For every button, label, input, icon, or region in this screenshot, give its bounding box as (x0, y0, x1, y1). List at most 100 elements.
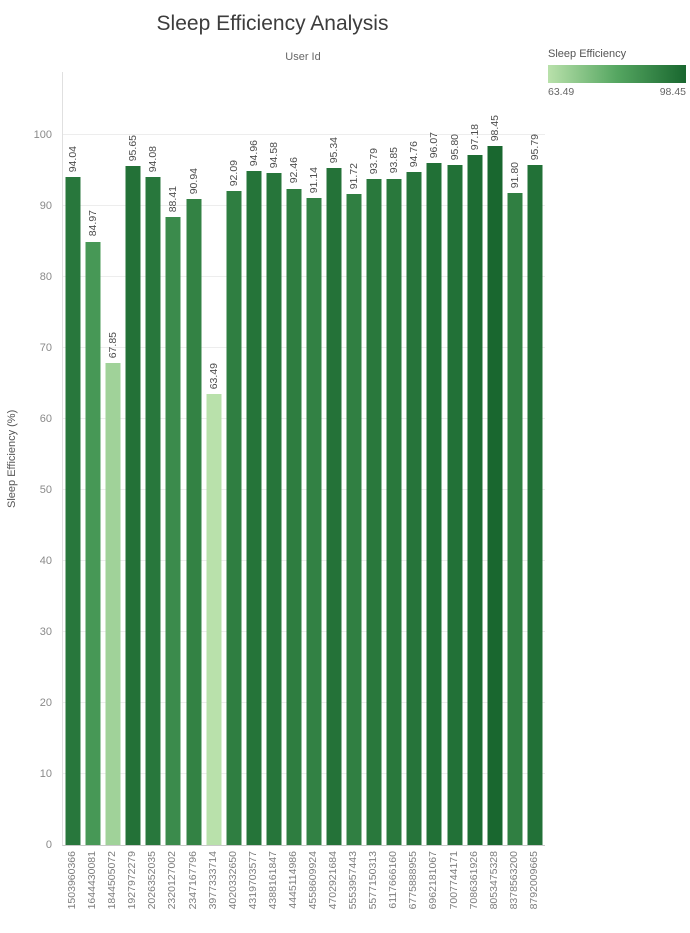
gridline (63, 773, 545, 774)
bar-6117666160[interactable] (386, 178, 402, 845)
x-tick: 6775888955 (403, 849, 423, 909)
x-tick: 3977333714 (203, 849, 223, 909)
bar-value-label: 95.80 (448, 133, 461, 160)
x-tick: 5553957443 (343, 849, 363, 909)
x-tick-label: 4319703577 (246, 851, 259, 910)
bar-slot: 92.09 (224, 72, 244, 845)
bar-4020332650[interactable] (226, 191, 242, 845)
bar-slot: 94.96 (244, 72, 264, 845)
bar-value-label: 92.09 (227, 159, 240, 187)
bar-1927972279[interactable] (125, 165, 141, 845)
legend-gradient-bar (548, 65, 686, 83)
bar-slot: 95.80 (444, 72, 464, 845)
y-tick-label: 60 (39, 413, 52, 425)
x-tick-label: 8378563200 (507, 851, 520, 910)
bar-value-label: 98.45 (488, 114, 501, 142)
bar-value-label: 90.94 (187, 168, 200, 195)
y-axis-ticks: 0 10 20 30 40 50 60 70 80 90 100 (0, 72, 52, 851)
y-tick-label: 80 (39, 271, 52, 283)
x-tick: 4445114986 (283, 849, 303, 909)
bar-slot: 98.45 (485, 72, 505, 845)
gridline (63, 489, 545, 490)
bar-value-label: 94.58 (267, 142, 280, 169)
bar-1844505072[interactable] (105, 363, 121, 845)
x-tick-label: 4558609924 (306, 851, 319, 910)
x-tick: 1927972279 (122, 849, 142, 909)
bar-value-label: 94.96 (247, 139, 260, 166)
x-tick-label: 6962181067 (427, 851, 440, 910)
y-tick-label: 30 (39, 626, 52, 638)
x-tick-label: 8053475328 (487, 851, 500, 910)
y-tick-label: 20 (39, 697, 52, 709)
bar-2026352035[interactable] (145, 177, 161, 845)
bar-slot: 95.65 (123, 72, 143, 845)
bar-4558609924[interactable] (306, 197, 322, 845)
x-tick-label: 1927972279 (126, 851, 139, 910)
bar-1644430081[interactable] (85, 241, 101, 845)
bar-value-label: 93.85 (388, 147, 401, 174)
x-tick: 8792009665 (524, 849, 544, 909)
x-tick-label: 1503960366 (66, 851, 79, 910)
bar-slot: 95.79 (525, 72, 545, 845)
x-tick-label: 5553957443 (347, 851, 360, 910)
bar-value-label: 95.65 (127, 134, 140, 161)
bar-slot: 94.04 (63, 72, 83, 845)
bar-slot: 94.76 (404, 72, 424, 845)
bar-4702921684[interactable] (326, 168, 342, 845)
bar-value-label: 91.80 (508, 161, 521, 189)
bar-slot: 92.46 (284, 72, 304, 845)
y-tick-label: 40 (39, 555, 52, 567)
bar-6775888955[interactable] (406, 172, 422, 845)
bar-value-label: 95.34 (328, 136, 341, 164)
bar-2347167796[interactable] (186, 199, 201, 845)
bar-value-label: 97.18 (468, 123, 481, 151)
bars-container: 94.04 84.97 67.85 95.65 94.08 88.41 90.94 63.49… (63, 72, 545, 845)
bar-8792009665[interactable] (527, 164, 543, 845)
y-tick-label: 0 (45, 839, 52, 851)
bar-value-label: 88.41 (167, 186, 180, 213)
bar-value-label: 95.79 (528, 133, 541, 160)
bar-value-label: 63.49 (207, 362, 220, 390)
x-tick-label: 2347167796 (186, 851, 199, 910)
bar-4445114986[interactable] (286, 188, 302, 845)
x-tick-label: 4702921684 (327, 851, 340, 910)
bar-8378563200[interactable] (507, 193, 523, 845)
bar-slot: 84.97 (83, 72, 103, 845)
bar-slot: 88.41 (163, 72, 183, 845)
bar-slot: 63.49 (204, 72, 224, 845)
bar-value-label: 94.76 (408, 140, 421, 168)
bar-slot: 91.72 (344, 72, 364, 845)
x-tick-label: 8792009665 (527, 851, 540, 910)
bar-slot: 90.94 (183, 72, 203, 845)
x-tick: 5577150313 (363, 849, 383, 909)
y-tick-label: 70 (39, 342, 52, 354)
bar-8053475328[interactable] (487, 146, 503, 845)
bar-value-label: 91.72 (348, 162, 361, 189)
bar-4319703577[interactable] (246, 170, 262, 845)
bar-6962181067[interactable] (426, 162, 442, 845)
x-tick: 6117666160 (383, 849, 403, 909)
legend-min-label: 63.49 (548, 86, 575, 98)
bar-4388161847[interactable] (266, 173, 282, 845)
legend-max-label: 98.45 (659, 86, 686, 98)
gridline (63, 347, 545, 348)
bar-7086361926[interactable] (467, 155, 483, 845)
bar-5553957443[interactable] (346, 193, 362, 845)
bar-7007744171[interactable] (447, 164, 463, 845)
x-tick-label: 2320127002 (166, 851, 179, 910)
bar-value-label: 92.46 (287, 157, 300, 184)
gridline (63, 560, 545, 561)
x-tick-label: 4020332650 (226, 851, 239, 910)
bar-3977333714[interactable] (206, 394, 222, 845)
gridline (63, 631, 545, 632)
x-axis-title: User Id (285, 51, 321, 63)
gridline (63, 276, 545, 277)
x-tick: 6962181067 (423, 849, 443, 909)
x-tick-label: 6117666160 (387, 851, 400, 909)
bar-2320127002[interactable] (165, 217, 181, 845)
bar-5577150313[interactable] (366, 179, 382, 845)
bar-slot: 96.07 (424, 72, 444, 845)
x-tick: 1503960366 (62, 849, 82, 909)
bar-1503960366[interactable] (65, 177, 81, 845)
x-tick-label: 2026352035 (146, 851, 159, 910)
